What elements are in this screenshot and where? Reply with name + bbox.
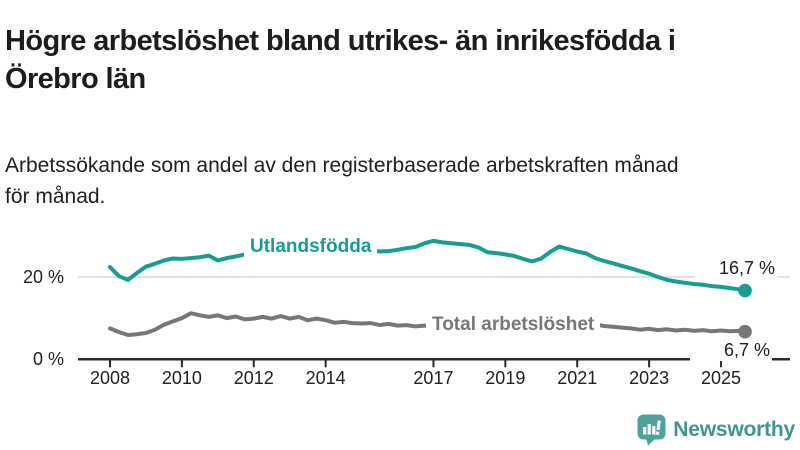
x-tick-label: 2010 (161, 368, 202, 388)
series-label-total-arbetsloshet: Total arbetslöshet (426, 314, 601, 336)
chart-subtitle: Arbetssökande som andel av den registerb… (5, 154, 679, 208)
page-title: Högre arbetslöshet bland utrikes- än inr… (5, 25, 676, 96)
x-tick-label: 2012 (233, 368, 274, 388)
series-line-utlandsfodda (108, 238, 748, 293)
newsworthy-logo: Newsworthy (637, 414, 795, 446)
x-tick-label: 2023 (629, 368, 670, 388)
x-tick-label: 2019 (485, 368, 526, 388)
x-tick-label: 2025 (700, 368, 741, 388)
bar-chart-speech-bubble-icon (637, 414, 666, 446)
end-value-total: 6,7 % (690, 339, 772, 361)
x-tick-label: 2014 (305, 368, 346, 388)
x-tick-label: 2021 (557, 368, 598, 388)
series-end-dot-total (738, 324, 752, 339)
newsworthy-wordmark: Newsworthy (673, 418, 795, 441)
x-tick-label: 2017 (413, 368, 454, 388)
x-tick-label: 2008 (89, 368, 131, 388)
y-axis-label-0: 0 % (32, 349, 64, 370)
end-value-utlandsfodda: 16,7 % (695, 257, 777, 279)
y-axis-label-20: 20 % (22, 267, 64, 287)
series-label-utlandsfodda: Utlandsfödda (244, 236, 378, 258)
series-end-dot-utlandsfodda (738, 283, 752, 298)
